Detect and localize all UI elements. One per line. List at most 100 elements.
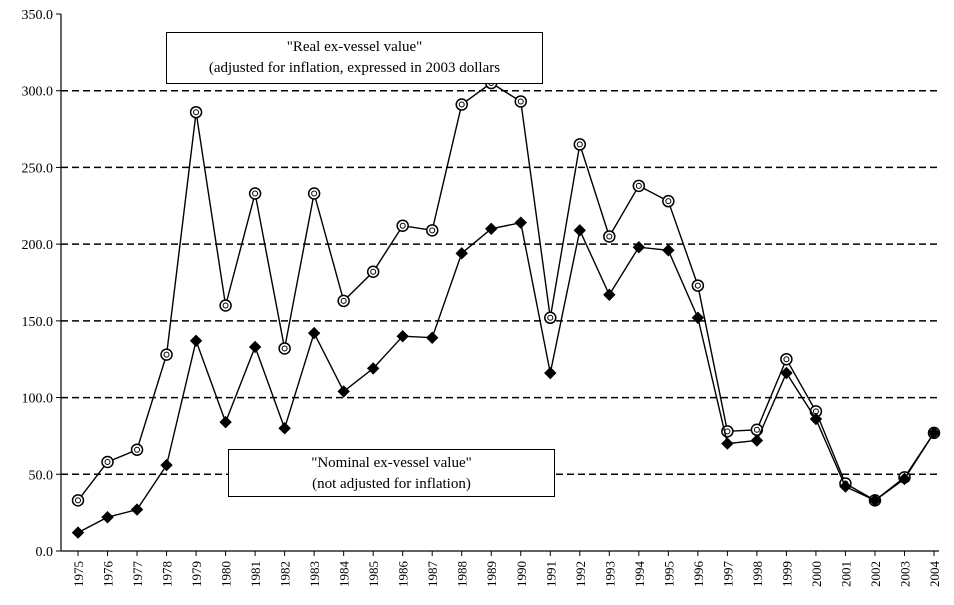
series-1-point-1984 <box>337 385 350 398</box>
series-0-point-outer-1992 <box>573 138 587 151</box>
series-0-point-1994 <box>632 179 646 193</box>
y-tick-label-4: 200.0 <box>22 238 54 253</box>
x-tick-label-1975: 1975 <box>71 561 86 587</box>
series-0-point-1978 <box>160 348 173 361</box>
series-0-point-outer-1980 <box>219 299 232 312</box>
series-0-point-outer-1988 <box>455 98 468 111</box>
series-0-point-1998 <box>750 423 764 437</box>
x-tick-label-1996: 1996 <box>691 561 706 588</box>
x-tick-label-1977: 1977 <box>130 561 145 588</box>
series-0-point-1976 <box>101 455 114 469</box>
x-tick-label-1988: 1988 <box>455 561 470 587</box>
series-0-point-outer-1977 <box>130 443 144 456</box>
series-0-point-outer-1979 <box>189 105 203 119</box>
series-0-point-1996 <box>691 279 705 292</box>
series-0-point-inner-1986 <box>399 222 406 229</box>
series-0-point-inner-1992 <box>576 141 583 148</box>
series-1-point-1992 <box>573 224 587 237</box>
series-0-point-inner-1977 <box>134 446 141 453</box>
series-0-point-outer-1976 <box>101 455 114 469</box>
series-0-point-inner-1979 <box>193 109 200 116</box>
series-0-point-outer-1994 <box>632 179 646 193</box>
series-1-point-2001 <box>839 480 852 493</box>
series-1-point-1981 <box>248 340 262 354</box>
y-tick-label-6: 300.0 <box>22 85 54 100</box>
x-tick-label-2002: 2002 <box>868 561 883 587</box>
series-0-point-outer-1995 <box>662 194 675 208</box>
x-tick-label-1981: 1981 <box>248 561 263 587</box>
series-0-point-1984 <box>337 294 350 308</box>
x-tick-label-1993: 1993 <box>602 561 617 587</box>
x-tick-label-1991: 1991 <box>543 561 558 587</box>
series-0-point-inner-1984 <box>340 297 347 304</box>
annotation-nominal-line1: "Nominal ex-vessel value" <box>311 455 472 471</box>
series-0-point-1986 <box>396 219 409 232</box>
series-0-point-inner-1987 <box>429 227 436 234</box>
series-0-point-1982 <box>278 342 291 355</box>
x-tick-label-1985: 1985 <box>366 561 381 587</box>
series-0-point-outer-1987 <box>425 224 439 237</box>
x-tick-label-1986: 1986 <box>396 561 411 588</box>
series-0-point-inner-1983 <box>311 190 318 197</box>
series-1-point-1975 <box>71 526 85 539</box>
x-tick-label-1998: 1998 <box>750 561 765 587</box>
series-0-point-inner-1985 <box>370 268 377 275</box>
series-0-point-inner-1975 <box>75 497 81 504</box>
series-1-point-1999 <box>780 366 793 380</box>
series-0-point-inner-1976 <box>104 459 111 466</box>
series-0-point-inner-1995 <box>665 198 672 205</box>
series-0-point-1991 <box>544 311 557 325</box>
series-0-point-inner-1988 <box>458 101 465 108</box>
series-0-point-inner-1991 <box>547 314 554 321</box>
series-0-point-1981 <box>248 187 262 200</box>
x-axis-ticks: 1975 1976 1977 1978 1979 1980 1981 1982 1983 1984… <box>71 551 942 587</box>
y-tick-label-2: 100.0 <box>22 392 54 407</box>
series-0-point-inner-1998 <box>753 426 760 433</box>
x-tick-label-2003: 2003 <box>897 561 912 587</box>
series-1-point-1994 <box>632 241 646 254</box>
series-1-point-1998 <box>750 434 764 447</box>
series-0-point-inner-1999 <box>783 356 790 363</box>
series-1-point-2002 <box>868 494 882 507</box>
series-0-point-outer-1982 <box>278 342 291 355</box>
series-1-point-2004 <box>927 426 941 440</box>
series-0-point-1988 <box>455 98 468 111</box>
series-0-point-outer-1990 <box>514 95 528 108</box>
series-0-point-1995 <box>662 194 675 208</box>
x-tick-label-1995: 1995 <box>661 561 676 587</box>
series-0-point-outer-1985 <box>366 265 380 279</box>
y-tick-label-5: 250.0 <box>22 161 54 176</box>
y-tick-label-7: 350.0 <box>22 8 54 23</box>
series-0-point-1999 <box>780 352 793 366</box>
series-1-point-1985 <box>366 362 380 375</box>
series-0-point-inner-1996 <box>694 282 701 289</box>
series-0-point-outer-1991 <box>544 311 557 325</box>
y-tick-label-0: 0.0 <box>36 545 54 560</box>
x-tick-label-1980: 1980 <box>219 561 234 587</box>
series-0-point-outer-1996 <box>691 279 705 292</box>
x-tick-label-1983: 1983 <box>307 561 322 587</box>
series-1-point-1980 <box>219 415 232 429</box>
y-tick-label-3: 150.0 <box>22 315 54 330</box>
series-1-point-1976 <box>101 511 114 524</box>
series-1-point-1995 <box>662 244 675 257</box>
y-axis-ticks: 0.0 50.0 100.0 150.0 200.0 250.0 300.0 350.0 <box>22 8 61 560</box>
x-tick-label-1982: 1982 <box>278 561 293 587</box>
x-tick-label-1978: 1978 <box>160 561 175 587</box>
series-1-point-1996 <box>691 311 705 324</box>
x-tick-label-1976: 1976 <box>101 561 116 588</box>
x-tick-label-1989: 1989 <box>484 561 499 587</box>
axes <box>60 14 939 552</box>
series-0-point-outer-1984 <box>337 294 350 308</box>
series-0-point-1980 <box>219 299 232 312</box>
series-0-point-outer-1999 <box>780 352 793 366</box>
x-tick-label-1990: 1990 <box>514 561 529 587</box>
x-tick-label-1987: 1987 <box>425 561 440 588</box>
gridlines <box>61 89 939 476</box>
series-0-point-1993 <box>603 230 616 243</box>
annotation-nominal-value: "Nominal ex-vessel value" (not adjusted … <box>228 449 555 497</box>
series-0-line <box>77 82 935 502</box>
series-0-point-1979 <box>189 105 203 119</box>
series-1-point-1993 <box>603 288 616 301</box>
